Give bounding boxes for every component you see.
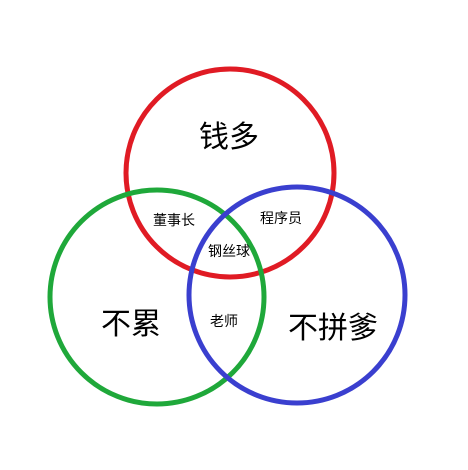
label-red-blue: 程序员: [260, 211, 302, 227]
label-red-green: 董事长: [153, 213, 195, 229]
label-red-set: 钱多: [199, 120, 259, 155]
circle-blue: [186, 184, 408, 406]
label-green-set: 不累: [101, 307, 161, 342]
label-center: 钢丝球: [208, 244, 250, 260]
circle-red: [123, 66, 337, 280]
circle-green: [47, 187, 267, 407]
label-blue-set: 不拼爹: [288, 311, 378, 346]
label-green-blue: 老师: [210, 314, 238, 330]
